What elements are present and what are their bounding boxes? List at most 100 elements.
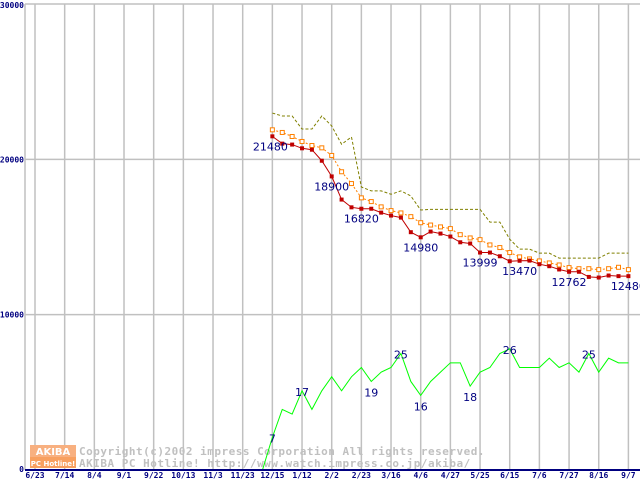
average-price-point	[398, 210, 404, 216]
average-price-point	[447, 226, 453, 232]
x-tick-label: 3/16	[381, 471, 400, 480]
min-price-point	[438, 231, 443, 236]
min-price-point	[527, 258, 532, 263]
min-price-point	[616, 274, 621, 279]
min-price-point	[557, 267, 562, 272]
series-line-max-price	[272, 112, 629, 259]
x-tick-label: 4/27	[441, 471, 460, 480]
average-price-point	[358, 195, 364, 201]
watermark: AKIBA PC Hotline! Copyright(c)2002 impre…	[30, 445, 485, 470]
price-data-label: 14980	[403, 241, 438, 254]
min-price-point	[329, 174, 334, 179]
average-price-point	[329, 152, 335, 158]
min-price-point	[319, 158, 324, 163]
x-tick-label: 11/3	[203, 471, 222, 480]
x-tick-label: 5/25	[470, 471, 489, 480]
logo-bottom-text: PC Hotline!	[31, 460, 75, 468]
min-price-point	[280, 141, 285, 146]
min-price-point	[586, 274, 591, 279]
x-tick-label: 10/13	[171, 471, 195, 480]
min-price-point	[339, 197, 344, 202]
price-data-label: 12762	[552, 276, 587, 289]
x-tick-label: 9/1	[117, 471, 132, 480]
average-price-point	[299, 138, 305, 144]
average-price-point	[289, 133, 295, 139]
price-data-label: 18900	[314, 180, 349, 193]
copyright-text: Copyright(c)2002 impress Corporation All…	[79, 445, 485, 458]
min-price-point	[567, 269, 572, 274]
x-tick-label: 9/22	[144, 471, 163, 480]
average-price-point	[477, 237, 483, 243]
average-price-point	[556, 262, 562, 268]
min-price-point	[379, 210, 384, 215]
x-tick-label: 7/14	[55, 471, 74, 480]
price-data-label: 13999	[463, 257, 498, 270]
min-price-point	[309, 147, 314, 152]
count-data-label: 17	[295, 386, 309, 399]
average-price-point	[566, 265, 572, 271]
logo-top-text: AKIBA	[36, 447, 71, 458]
y-tick-label: 0	[19, 465, 24, 474]
x-tick-label: 7/6	[532, 471, 547, 480]
min-price-point	[547, 264, 552, 269]
x-tick-label: 11/23	[231, 471, 255, 480]
min-price-point	[389, 213, 394, 218]
price-data-label: 12480	[611, 280, 640, 293]
min-price-point	[537, 262, 542, 267]
min-price-point	[408, 230, 413, 235]
average-price-point	[279, 129, 285, 135]
min-price-point	[468, 241, 473, 246]
price-data-label: 21480	[253, 140, 288, 153]
min-price-point	[507, 259, 512, 264]
min-price-point	[478, 250, 483, 255]
x-tick-label: 2/2	[324, 471, 339, 480]
count-data-label: 19	[364, 386, 378, 399]
min-price-point	[458, 240, 463, 245]
average-price-point	[348, 181, 354, 187]
x-tick-label: 7/27	[559, 471, 578, 480]
average-price-point	[457, 232, 463, 238]
min-price-point	[270, 134, 275, 139]
min-price-point	[596, 275, 601, 280]
count-data-label: 7	[269, 432, 276, 445]
price-data-label: 13470	[502, 265, 537, 278]
average-price-point	[467, 235, 473, 241]
min-price-point	[517, 258, 522, 263]
x-tick-label: 4/6	[413, 471, 428, 480]
min-price-point	[606, 273, 611, 278]
average-price-point	[408, 214, 414, 220]
logo-bottom-box	[30, 457, 76, 468]
series-layer	[35, 112, 631, 471]
grid	[25, 3, 640, 470]
x-tick-label: 9/7	[621, 471, 636, 480]
count-data-label: 18	[463, 391, 477, 404]
x-tick-label: 6/23	[25, 471, 44, 480]
average-price-point	[586, 266, 592, 272]
average-price-point	[507, 250, 513, 256]
min-price-point	[349, 205, 354, 210]
min-price-point	[497, 254, 502, 259]
min-price-point	[290, 142, 295, 147]
logo-top-box	[30, 445, 76, 457]
series-line-shop-count	[35, 348, 629, 471]
average-price-point	[319, 145, 325, 151]
y-tick-label: 30000	[0, 1, 24, 10]
average-price-point	[428, 222, 434, 228]
average-price-point	[309, 143, 315, 149]
y-tick-label: 10000	[0, 311, 24, 320]
average-price-point	[418, 220, 424, 226]
count-data-label: 26	[503, 344, 517, 357]
average-price-point	[497, 245, 503, 251]
x-tick-label: 8/16	[589, 471, 608, 480]
count-data-label: 25	[394, 349, 408, 362]
x-tick-label: 2/23	[352, 471, 371, 480]
x-tick-label: 6/15	[500, 471, 519, 480]
average-price-point	[388, 208, 394, 214]
min-price-point	[626, 274, 631, 279]
average-price-point	[625, 267, 631, 273]
data-labels: 21480 18900 16820 14980 13999 13470 12762 12480…	[253, 140, 640, 445]
average-price-point	[339, 169, 345, 175]
